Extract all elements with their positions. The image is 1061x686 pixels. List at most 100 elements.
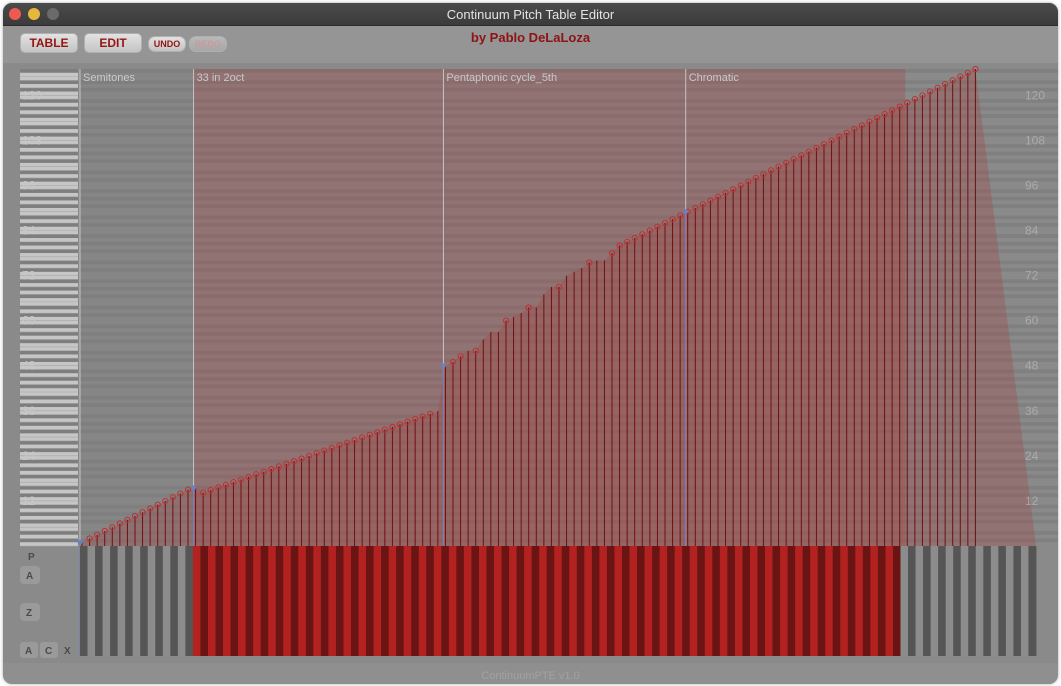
key-strip-cell[interactable] <box>968 546 977 656</box>
key-strip-cell[interactable] <box>95 546 103 656</box>
key-strip-cell[interactable] <box>448 546 457 656</box>
pitch-marker[interactable] <box>783 159 790 166</box>
pitch-marker[interactable] <box>555 283 563 290</box>
control-a2[interactable]: A <box>25 646 32 657</box>
pitch-marker[interactable] <box>154 501 161 508</box>
pitch-marker[interactable] <box>775 163 782 170</box>
piano-key-black[interactable] <box>20 376 78 381</box>
minimize-window-button[interactable] <box>28 8 40 20</box>
piano-key-black[interactable] <box>20 80 78 85</box>
piano-key-black[interactable] <box>20 467 78 471</box>
undo-button[interactable]: UNDO <box>148 36 186 52</box>
key-strip-cell[interactable] <box>862 546 871 656</box>
key-strip-cell[interactable] <box>802 546 811 656</box>
piano-key-black[interactable] <box>20 440 78 445</box>
piano-key-black[interactable] <box>20 474 78 479</box>
pitch-marker[interactable] <box>381 426 388 433</box>
piano-key-black[interactable] <box>20 177 78 182</box>
pitch-marker[interactable] <box>306 452 313 459</box>
piano-key-black[interactable] <box>20 125 78 130</box>
key-strip-cell[interactable] <box>659 546 668 656</box>
piano-key-black[interactable] <box>20 189 78 193</box>
key-strip-cell[interactable] <box>847 546 856 656</box>
key-strip-cell[interactable] <box>343 546 352 656</box>
key-strip-cell[interactable] <box>388 546 397 656</box>
pitch-marker[interactable] <box>616 242 623 249</box>
key-strip-cell[interactable] <box>667 546 676 656</box>
piano-key-black[interactable] <box>20 99 78 103</box>
pitch-marker[interactable] <box>396 421 404 428</box>
pitch-marker[interactable] <box>184 486 192 493</box>
key-strip-cell[interactable] <box>102 546 111 656</box>
region-node[interactable] <box>77 539 83 545</box>
key-strip-cell[interactable] <box>463 546 472 656</box>
piano-key-black[interactable] <box>20 159 78 163</box>
key-strip-cell[interactable] <box>825 546 834 656</box>
piano-key-black[interactable] <box>20 414 78 419</box>
pitch-marker[interactable] <box>873 114 881 121</box>
pitch-marker[interactable] <box>412 415 419 423</box>
pitch-marker[interactable] <box>321 447 328 454</box>
piano-key-black[interactable] <box>20 530 78 535</box>
pitch-marker[interactable] <box>336 442 343 449</box>
pitch-marker[interactable] <box>449 358 457 366</box>
maximize-window-button[interactable] <box>47 8 59 20</box>
pitch-marker[interactable] <box>502 317 510 324</box>
piano-key-black[interactable] <box>20 132 78 137</box>
piano-key-black[interactable] <box>20 485 78 490</box>
pitch-marker[interactable] <box>904 99 911 106</box>
key-strip-cell[interactable] <box>335 546 344 656</box>
key-strip-cell[interactable] <box>712 546 721 656</box>
pitch-marker[interactable] <box>245 473 252 480</box>
pitch-marker[interactable] <box>268 465 275 473</box>
key-strip-cell[interactable] <box>486 546 495 656</box>
pitch-marker[interactable] <box>828 137 835 144</box>
key-strip-cell[interactable] <box>810 546 819 656</box>
key-strip-cell[interactable] <box>147 546 156 656</box>
pitch-marker[interactable] <box>752 174 759 182</box>
piano-key-black[interactable] <box>20 369 78 374</box>
key-strip-cell[interactable] <box>283 546 292 656</box>
pitch-marker[interactable] <box>767 167 775 174</box>
key-strip-cell[interactable] <box>990 546 999 656</box>
pitch-marker[interactable] <box>654 223 661 230</box>
piano-key-black[interactable] <box>20 268 78 272</box>
key-strip-cell[interactable] <box>471 546 480 656</box>
key-strip-cell[interactable] <box>441 546 450 656</box>
piano-key-black[interactable] <box>20 286 78 291</box>
key-strip-cell[interactable] <box>200 546 209 656</box>
key-strip-cell[interactable] <box>268 546 277 656</box>
pitch-marker[interactable] <box>427 410 434 417</box>
key-strip-cell[interactable] <box>892 546 901 656</box>
key-strip-cell[interactable] <box>900 546 909 656</box>
pitch-marker[interactable] <box>813 144 820 151</box>
pitch-marker[interactable] <box>866 118 873 125</box>
pitch-marker[interactable] <box>275 463 282 470</box>
piano-key-black[interactable] <box>20 358 78 362</box>
pitch-marker[interactable] <box>820 141 828 148</box>
key-strip-cell[interactable] <box>433 546 442 656</box>
key-strip-cell[interactable] <box>719 546 728 656</box>
key-strip-cell[interactable] <box>531 546 540 656</box>
key-strip-cell[interactable] <box>162 546 171 656</box>
piano-key-black[interactable] <box>20 69 78 73</box>
control-p[interactable]: P <box>28 552 35 563</box>
piano-key-black[interactable] <box>20 538 78 543</box>
piano-key-black[interactable] <box>20 519 78 524</box>
key-strip-cell[interactable] <box>516 546 525 656</box>
pitch-marker[interactable] <box>131 512 139 520</box>
pitch-marker[interactable] <box>798 152 805 159</box>
key-strip-cell[interactable] <box>832 546 841 656</box>
pitch-marker[interactable] <box>722 189 729 197</box>
piano-key-black[interactable] <box>20 504 78 509</box>
key-strip-cell[interactable] <box>1020 546 1029 656</box>
piano-key-black[interactable] <box>20 331 78 336</box>
key-strip-cell[interactable] <box>132 546 141 656</box>
pitch-marker[interactable] <box>730 186 737 193</box>
key-strip-cell[interactable] <box>975 546 984 656</box>
control-x[interactable]: X <box>64 646 71 657</box>
piano-key-black[interactable] <box>20 249 78 254</box>
key-strip-cell[interactable] <box>885 546 894 656</box>
pitch-marker[interactable] <box>790 156 797 163</box>
pitch-marker[interactable] <box>147 505 154 512</box>
